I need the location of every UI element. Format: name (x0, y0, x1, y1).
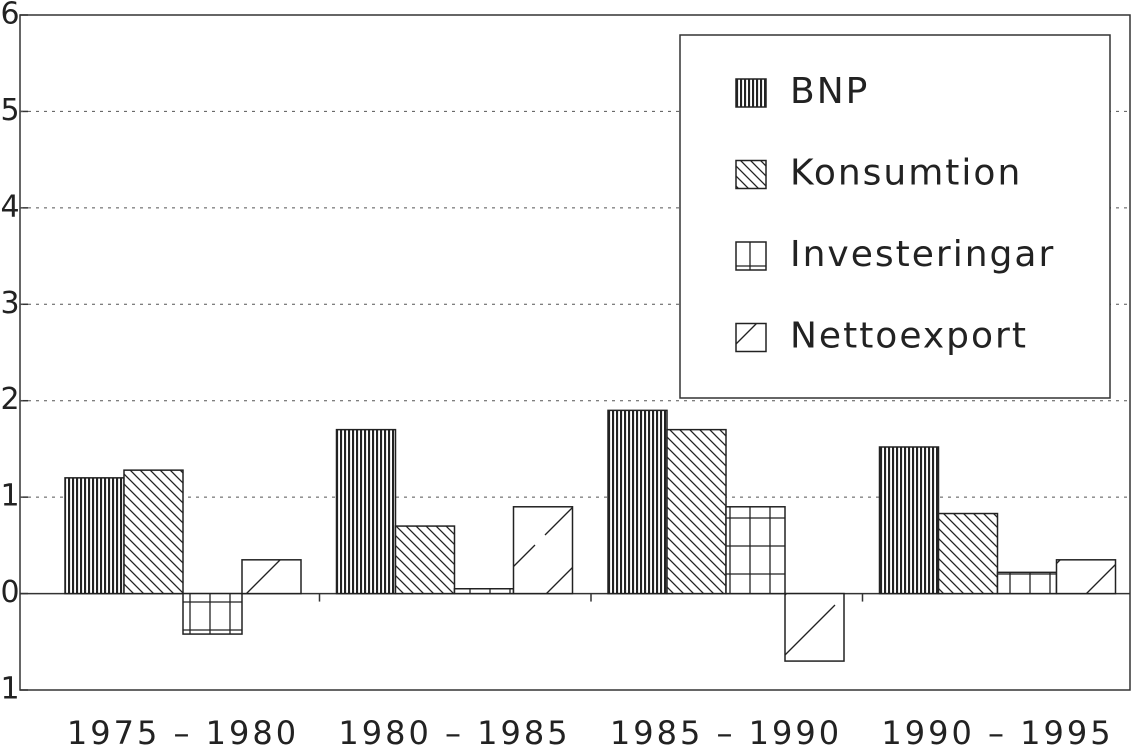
bar (1055, 559, 1117, 595)
legend-swatch (735, 322, 767, 353)
legend-swatch (735, 241, 767, 271)
legend-label: Konsumtion (790, 153, 1022, 194)
legend-swatch (735, 78, 767, 108)
y-tick-label: 6 (0, 0, 19, 32)
plot-frame (19, 14, 1131, 691)
x-tick-label: 1980 – 1985 (338, 714, 570, 750)
bar (64, 477, 125, 595)
y-tick-label: 4 (0, 189, 19, 224)
x-tick-label: 1975 – 1980 (67, 714, 299, 750)
bar (182, 592, 243, 635)
legend-label: BNP (790, 71, 869, 112)
bar (453, 588, 515, 595)
y-tick-label: 5 (0, 93, 19, 128)
bar (878, 446, 940, 595)
bar (241, 559, 302, 595)
bars (64, 409, 1117, 662)
y-tick-label: 3 (0, 286, 19, 321)
bar (784, 592, 845, 662)
legend-swatch (735, 159, 767, 190)
bar (666, 428, 727, 595)
x-tick-label: 1990 – 1995 (881, 714, 1113, 750)
bar (123, 469, 184, 595)
legend-label: Investeringar (790, 234, 1055, 275)
x-tick-label: 1985 – 1990 (610, 714, 842, 750)
bar (335, 428, 397, 595)
y-tick-label: 1 (0, 479, 19, 514)
y-tick-label: 2 (0, 382, 19, 417)
y-tick-label: 1 (0, 672, 19, 707)
bar (725, 506, 786, 595)
y-tick-label: 0 (0, 575, 19, 610)
bar (937, 512, 999, 595)
bar (394, 525, 456, 595)
bar (512, 506, 574, 595)
bar (996, 571, 1058, 595)
legend: BNP Konsumtion Investeringar Nettoexport (735, 71, 1055, 357)
legend-label: Nettoexport (790, 316, 1028, 357)
bar (607, 409, 668, 595)
